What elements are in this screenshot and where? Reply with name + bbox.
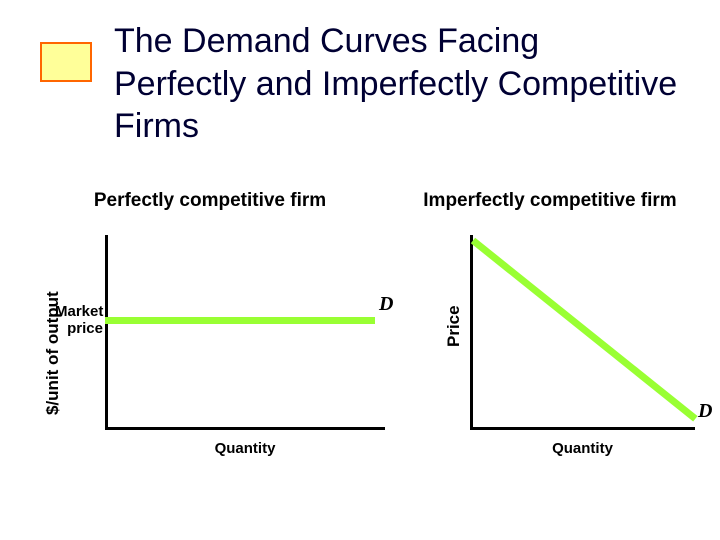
left-panel-label: Perfectly competitive firm: [70, 190, 350, 212]
right-y-axis-label: Price: [444, 305, 464, 347]
left-x-axis: [105, 427, 385, 430]
left-x-axis-label: Quantity: [105, 440, 385, 457]
right-y-axis: [470, 235, 473, 430]
right-chart: Price D: [400, 235, 700, 430]
right-panel-label: Imperfectly competitive firm: [405, 190, 695, 212]
title-area: The Demand Curves Facing Perfectly and I…: [40, 20, 680, 170]
left-chart: $/unit of output Marketprice D: [35, 235, 365, 430]
left-D-label: D: [379, 293, 393, 316]
right-demand-line: [471, 237, 697, 420]
slide-title: The Demand Curves Facing Perfectly and I…: [114, 20, 680, 148]
left-y-axis: [105, 235, 108, 430]
left-market-price-label: Marketprice: [55, 303, 103, 337]
right-x-axis-label: Quantity: [470, 440, 695, 457]
right-x-axis: [470, 427, 695, 430]
title-bullet: [40, 42, 92, 82]
left-demand-line: [105, 317, 375, 324]
right-D-label: D: [698, 400, 712, 423]
